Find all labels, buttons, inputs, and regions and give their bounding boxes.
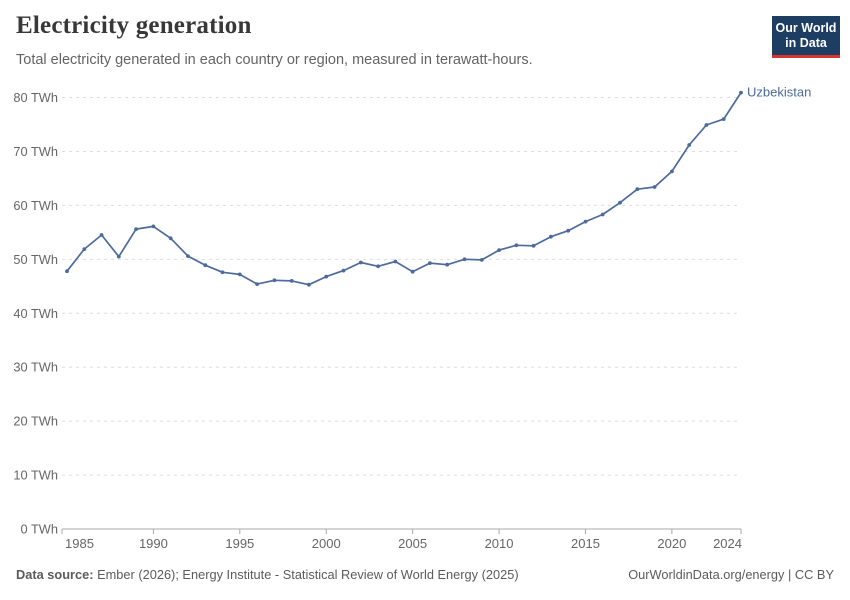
chart-subtitle: Total electricity generated in each coun… [16, 52, 533, 68]
data-point-uzbekistan-2014[interactable] [566, 228, 571, 233]
data-point-uzbekistan-2020[interactable] [670, 169, 674, 174]
data-point-uzbekistan-1991[interactable] [168, 236, 173, 241]
x-tick-label-2005: 2005 [398, 536, 427, 551]
data-point-uzbekistan-1988[interactable] [116, 254, 121, 259]
data-source-text: Ember (2026); Energy Institute - Statist… [93, 567, 519, 582]
data-point-uzbekistan-1996[interactable] [255, 282, 259, 286]
data-point-uzbekistan-1997[interactable] [272, 278, 277, 283]
data-point-uzbekistan-2016[interactable] [600, 212, 605, 217]
data-point-uzbekistan-2007[interactable] [445, 262, 450, 267]
x-tick-label-2000: 2000 [312, 536, 341, 551]
data-source-note: Data source: Ember (2026); Energy Instit… [16, 567, 519, 582]
data-point-uzbekistan-2009[interactable] [479, 258, 484, 262]
data-point-uzbekistan-2005[interactable] [410, 269, 415, 274]
x-tick-label-2020: 2020 [657, 536, 686, 551]
x-tick-label-1985: 1985 [65, 536, 94, 551]
chart-footer: Data source: Ember (2026); Energy Instit… [16, 567, 834, 582]
data-point-uzbekistan-2004[interactable] [393, 259, 398, 264]
x-tick-label-1995: 1995 [225, 536, 254, 551]
data-point-uzbekistan-2000[interactable] [324, 274, 329, 279]
data-point-uzbekistan-1998[interactable] [289, 279, 294, 283]
data-point-uzbekistan-2008[interactable] [462, 257, 467, 262]
data-source-label: Data source: [16, 567, 94, 582]
y-tick-label-10: 10 TWh [13, 468, 58, 483]
data-point-uzbekistan-1993[interactable] [203, 263, 208, 268]
data-point-uzbekistan-2018[interactable] [635, 187, 640, 192]
data-point-uzbekistan-2012[interactable] [531, 243, 536, 248]
y-tick-label-50: 50 TWh [13, 252, 58, 267]
owid-url-and-license: OurWorldinData.org/energy | CC BY [628, 567, 834, 582]
data-point-uzbekistan-2019[interactable] [652, 185, 657, 189]
chart-title: Electricity generation [16, 12, 252, 39]
series-line-uzbekistan[interactable] [66, 91, 742, 286]
x-tick-label-2015: 2015 [571, 536, 600, 551]
data-point-uzbekistan-1992[interactable] [186, 254, 190, 258]
y-tick-label-0: 0 TWh [21, 522, 58, 537]
data-point-uzbekistan-1999[interactable] [307, 282, 311, 287]
owid-logo-line1: Our World [775, 21, 837, 35]
data-point-uzbekistan-2006[interactable] [428, 261, 432, 265]
data-point-uzbekistan-2010[interactable] [497, 248, 501, 253]
data-point-uzbekistan-1985[interactable] [65, 269, 69, 274]
data-point-uzbekistan-1987[interactable] [99, 233, 104, 237]
data-point-uzbekistan-2002[interactable] [358, 260, 363, 265]
x-tick-label-2024: 2024 [713, 536, 742, 551]
y-tick-label-30: 30 TWh [13, 360, 58, 375]
x-tick-label-1990: 1990 [139, 536, 168, 551]
data-point-uzbekistan-2021[interactable] [687, 143, 692, 147]
data-point-uzbekistan-1986[interactable] [82, 247, 87, 252]
y-tick-label-40: 40 TWh [13, 306, 58, 321]
owid-logo-line2: in Data [785, 35, 827, 50]
data-point-uzbekistan-2011[interactable] [514, 243, 519, 248]
data-point-uzbekistan-2003[interactable] [376, 264, 380, 269]
owid-logo[interactable]: Our World in Data [772, 16, 840, 58]
entity-label-uzbekistan[interactable]: Uzbekistan [747, 85, 811, 100]
data-point-uzbekistan-2001[interactable] [341, 268, 346, 273]
x-tick-label-2010: 2010 [485, 536, 514, 551]
y-tick-label-70: 70 TWh [13, 144, 58, 159]
y-tick-label-20: 20 TWh [13, 414, 58, 429]
data-point-uzbekistan-1990[interactable] [151, 224, 156, 229]
license-note[interactable]: OurWorldinData.org/energy | CC BY [628, 567, 834, 582]
data-point-uzbekistan-2023[interactable] [721, 117, 726, 121]
data-point-uzbekistan-1995[interactable] [237, 272, 242, 277]
data-point-uzbekistan-2015[interactable] [583, 219, 588, 224]
data-point-uzbekistan-1994[interactable] [220, 270, 225, 275]
y-tick-label-80: 80 TWh [13, 90, 58, 105]
data-point-uzbekistan-1989[interactable] [134, 227, 139, 232]
data-point-uzbekistan-2022[interactable] [704, 123, 709, 127]
data-point-uzbekistan-2017[interactable] [618, 200, 622, 205]
data-point-uzbekistan-2013[interactable] [549, 234, 553, 239]
data-point-uzbekistan-2024[interactable] [739, 90, 743, 95]
line-chart-plot: 0 TWh 10 TWh 20 TWh 30 TWh 40 TWh 50 TWh 60 TW… [13, 85, 811, 551]
y-tick-label-60: 60 TWh [13, 198, 58, 213]
